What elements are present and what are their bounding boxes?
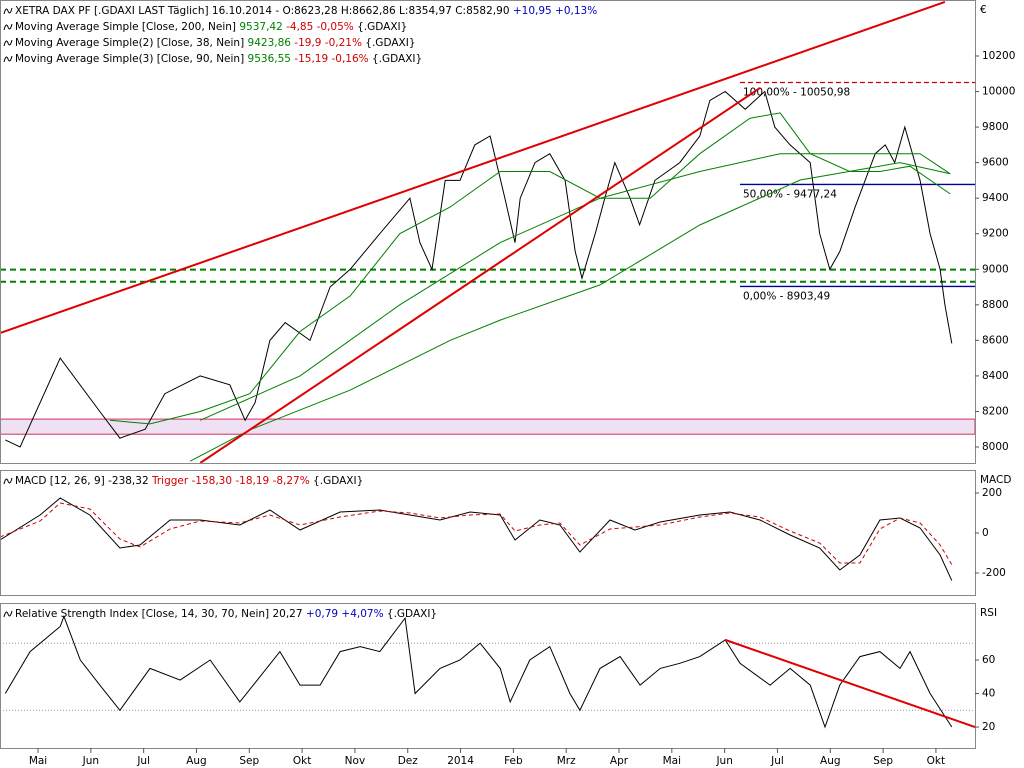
legend-text: -4,85 -0,05%	[283, 21, 354, 33]
y-tick-label: 8000	[982, 441, 1009, 453]
axis-label: MACD	[980, 474, 1011, 486]
legend-icon	[3, 39, 13, 47]
axis-label: RSI	[980, 607, 997, 619]
x-tick-label: Mai	[663, 755, 681, 767]
legend-icon	[3, 55, 13, 63]
legend-entry: Moving Average Simple [Close, 200, Nein]…	[15, 21, 407, 33]
y-tick-label: 0	[982, 527, 989, 539]
legend-text: Trigger -158,30 -18,19 -8,27%	[151, 475, 310, 487]
y-tick-label: 200	[982, 487, 1002, 499]
legend-text: {.GDAXI}	[354, 21, 408, 33]
y-tick-label: 9200	[982, 228, 1009, 240]
x-tick-label: Okt	[927, 755, 945, 767]
legend-text: 9537,42	[239, 21, 282, 33]
legend-text: 9536,55	[248, 53, 291, 65]
x-tick-label: Jun	[715, 755, 732, 767]
y-tick-label: 10000	[982, 86, 1015, 98]
legend-text: Moving Average Simple(3) [Close, 90, Nei…	[15, 53, 248, 65]
x-tick-label: Dez	[398, 755, 419, 767]
y-tick-label: 60	[982, 654, 995, 666]
x-tick-label: Aug	[186, 755, 207, 767]
panel	[0, 614, 975, 729]
trend-line	[0, 1, 946, 335]
x-tick-label: Mai	[29, 755, 47, 767]
y-tick-label: 40	[982, 688, 995, 700]
legend-text: +0,79 +4,07%	[306, 608, 384, 620]
x-tick-label: Feb	[504, 755, 523, 767]
legend-text: 9423,86	[248, 37, 292, 49]
series-line	[0, 502, 953, 565]
x-tick-label: Sep	[239, 755, 259, 767]
y-tick-label: 8400	[982, 370, 1009, 382]
axis-label: €	[980, 4, 987, 16]
trend-line	[724, 638, 975, 728]
fib-label: 50,00% - 9477,24	[743, 188, 837, 200]
x-tick-label: Jun	[82, 755, 99, 767]
band	[0, 418, 975, 435]
x-tick-label: Apr	[610, 755, 629, 767]
legend-icon	[3, 477, 13, 485]
x-tick-label: Mrz	[557, 755, 576, 767]
legend-text: MACD [12, 26, 9] -238,32	[15, 475, 152, 487]
legend-text: {.GDAXI}	[369, 53, 423, 65]
y-tick-label: -200	[982, 567, 1006, 579]
legend-entry: MACD [12, 26, 9] -238,32 Trigger -158,30…	[15, 475, 363, 487]
x-tick-label: Nov	[345, 755, 366, 767]
y-tick-label: 8600	[982, 334, 1009, 346]
series-line	[109, 112, 951, 425]
x-tick-label: 2014	[447, 755, 474, 767]
legend-text: Moving Average Simple(2) [Close, 38, Nei…	[15, 37, 248, 49]
series-line	[199, 153, 951, 421]
fib-label: 100,00% - 10050,98	[743, 86, 850, 98]
legend-text: +10,95 +0,13%	[510, 5, 598, 17]
legend-icon	[3, 23, 13, 31]
x-tick-label: Sep	[873, 755, 893, 767]
trend-line	[199, 87, 761, 463]
legend-text: -15,19 -0,16%	[291, 53, 369, 65]
x-tick-label: Okt	[293, 755, 311, 767]
legend-icon	[3, 610, 13, 618]
y-tick-label: 8800	[982, 299, 1009, 311]
legend-entry: Relative Strength Index [Close, 14, 30, …	[15, 608, 437, 620]
legend-text: XETRA DAX PF [.GDAXI LAST Täglich] 16.10…	[15, 5, 510, 17]
legend-icon	[3, 7, 13, 15]
y-tick-label: 20	[982, 721, 995, 733]
panel-frame	[0, 0, 976, 464]
legend-text: Moving Average Simple [Close, 200, Nein]	[15, 21, 239, 33]
panel	[0, 497, 953, 581]
fib-label: 0,00% - 8903,49	[743, 290, 830, 302]
y-tick-label: 10200	[982, 50, 1015, 62]
y-tick-label: 9800	[982, 121, 1009, 133]
y-tick-label: 8200	[982, 405, 1009, 417]
x-tick-label: Jul	[136, 755, 150, 767]
panel: 100,00% - 10050,98 50,00% - 9477,24 0,00% …	[0, 1, 975, 463]
x-tick-label: Aug	[820, 755, 841, 767]
series-line	[5, 90, 953, 448]
y-tick-label: 9000	[982, 263, 1009, 275]
series-line	[4, 614, 953, 729]
legend-entry: Moving Average Simple(3) [Close, 90, Nei…	[15, 53, 422, 65]
legend-entry: Moving Average Simple(2) [Close, 38, Nei…	[15, 37, 416, 49]
legend-entry: XETRA DAX PF [.GDAXI LAST Täglich] 16.10…	[15, 5, 597, 17]
y-tick-label: 9600	[982, 157, 1009, 169]
legend-text: Relative Strength Index [Close, 14, 30, …	[15, 608, 306, 620]
y-tick-label: 9400	[982, 192, 1009, 204]
x-tick-label: Jul	[770, 755, 784, 767]
legend-text: -19,9 -0,21%	[291, 37, 362, 49]
series-line	[0, 497, 953, 581]
legend-text: {.GDAXI}	[362, 37, 416, 49]
legend-text: {.GDAXI}	[384, 608, 438, 620]
legend-text: {.GDAXI}	[310, 475, 364, 487]
